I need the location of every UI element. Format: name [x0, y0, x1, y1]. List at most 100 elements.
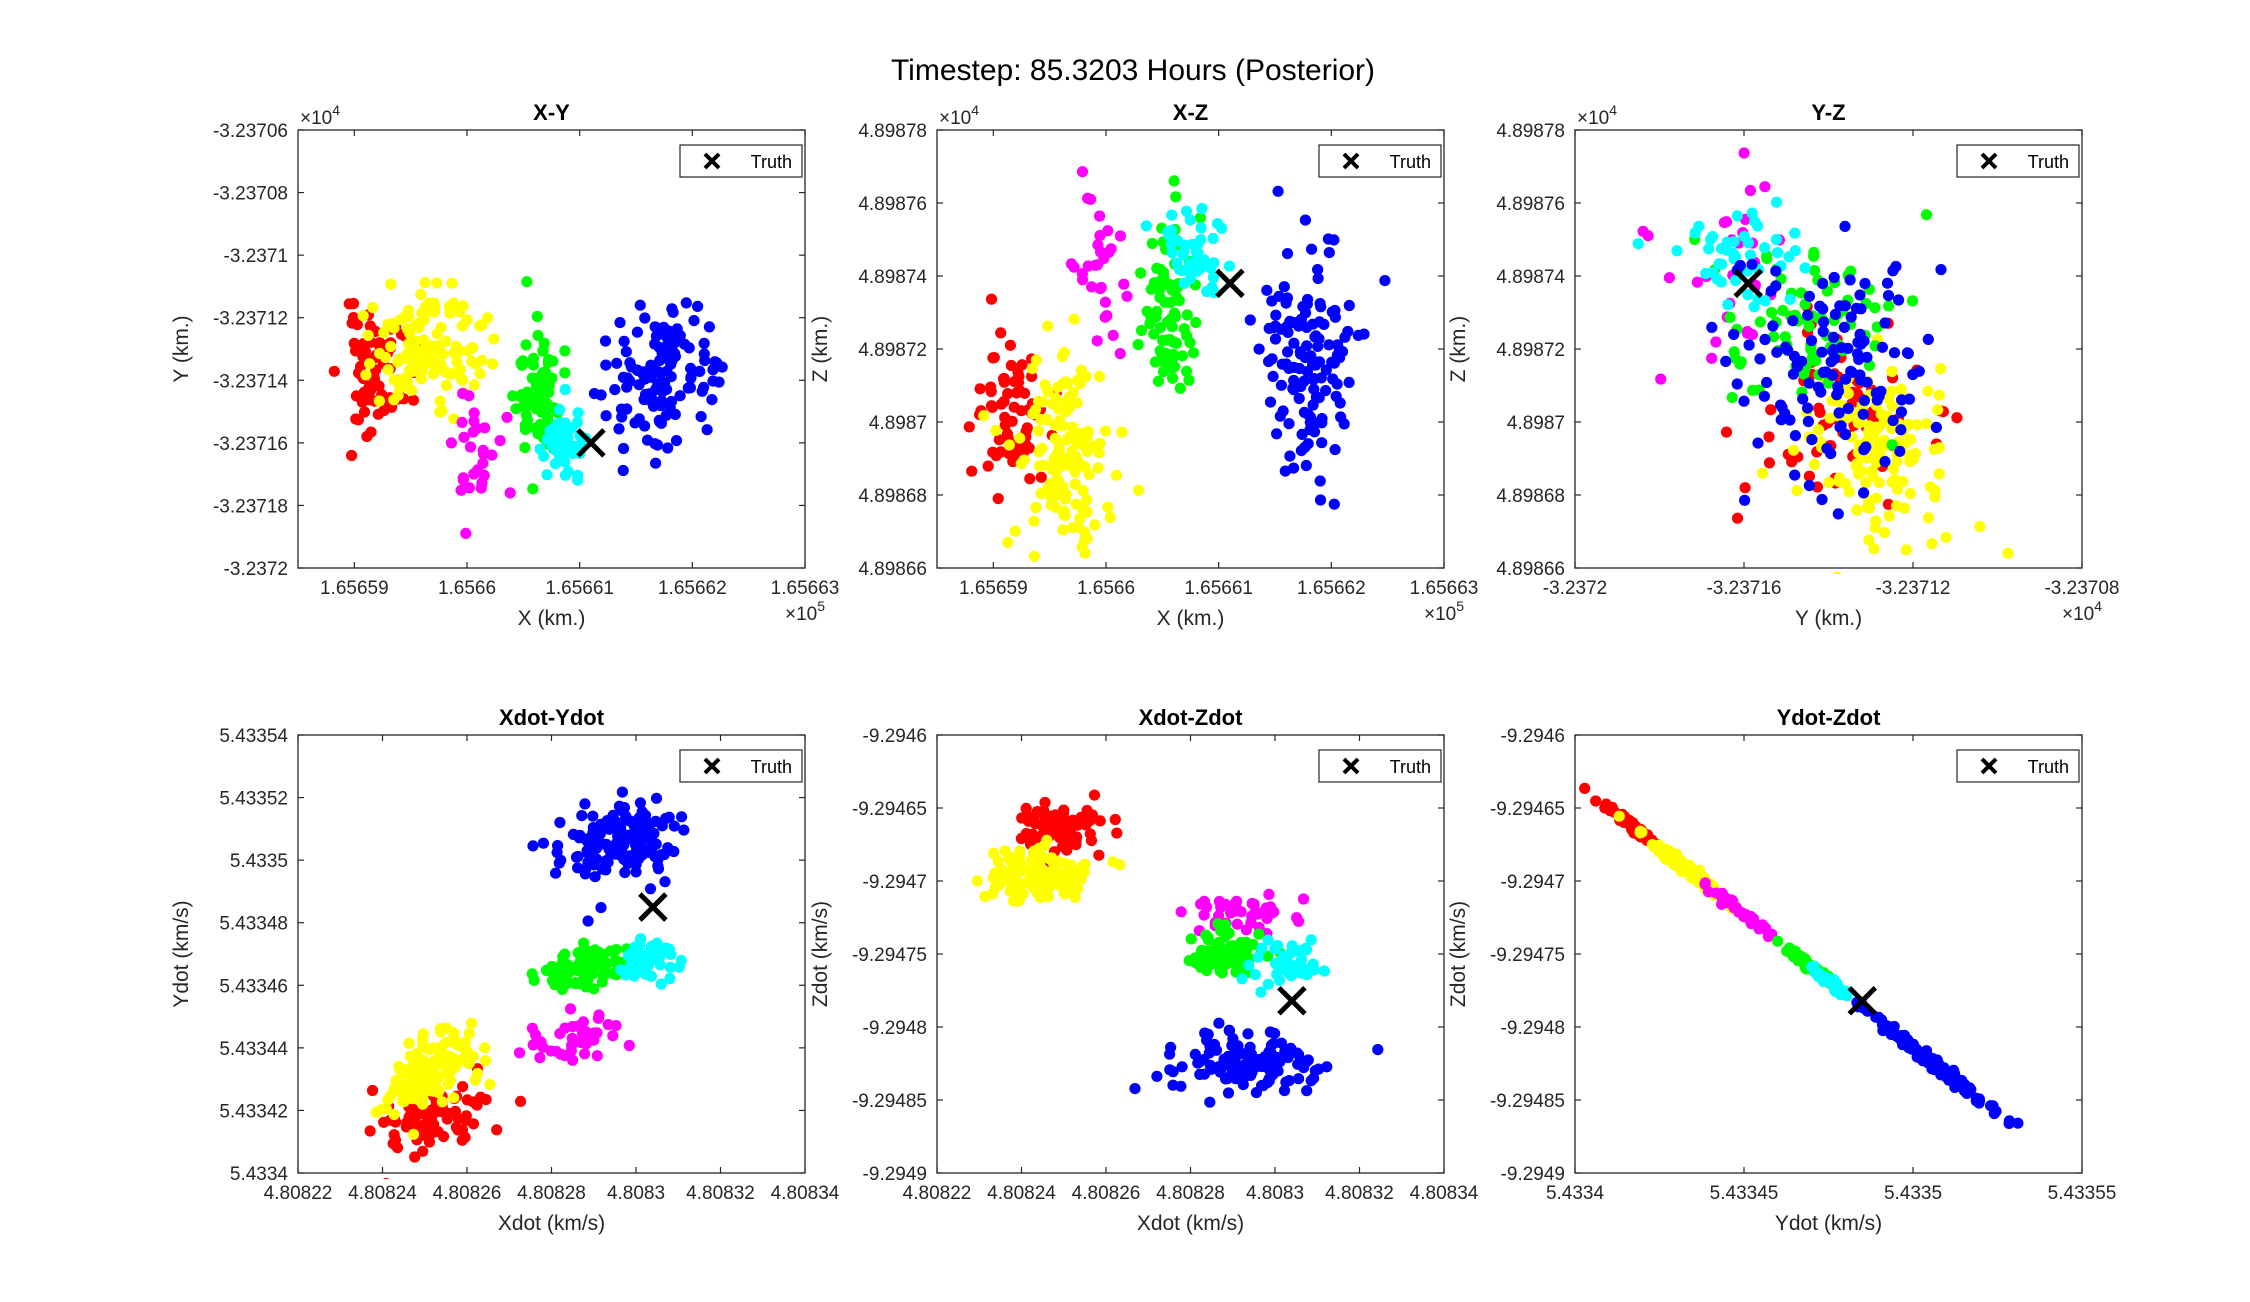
- data-point: [685, 362, 697, 374]
- data-point: [1306, 243, 1318, 255]
- data-point: [1869, 522, 1881, 534]
- data-point: [578, 937, 590, 949]
- data-point: [992, 855, 1004, 868]
- data-point: [1200, 929, 1212, 941]
- data-point: [1170, 191, 1182, 203]
- y-tick-label: -9.2946: [863, 726, 927, 747]
- data-point: [1817, 303, 1829, 315]
- data-point: [1863, 420, 1875, 432]
- axes-box: [297, 129, 806, 569]
- data-point: [1329, 444, 1341, 456]
- legend-box: [1956, 144, 2080, 178]
- data-point: [1223, 260, 1235, 272]
- panel-title: X-Y: [533, 100, 570, 125]
- data-point: [1093, 849, 1105, 861]
- x-tick-label: 4.80834: [771, 1183, 840, 1204]
- data-point: [527, 840, 539, 852]
- data-point: [1166, 209, 1178, 221]
- data-point: [1248, 898, 1260, 910]
- data-point: [388, 1108, 400, 1121]
- data-point: [450, 1121, 462, 1133]
- data-point: [1765, 404, 1777, 416]
- data-point: [432, 1072, 444, 1084]
- data-point: [1730, 902, 1742, 914]
- data-point: [1779, 331, 1791, 343]
- data-point: [457, 1081, 469, 1093]
- data-point: [655, 978, 667, 990]
- data-point: [1166, 321, 1178, 333]
- data-point: [635, 964, 647, 976]
- data-point: [1135, 267, 1147, 279]
- data-point: [1832, 385, 1845, 397]
- data-point: [670, 435, 683, 447]
- data-point: [668, 820, 680, 832]
- data-point: [986, 401, 999, 413]
- data-point: [603, 823, 615, 835]
- data-point: [1152, 375, 1165, 387]
- data-point: [378, 405, 390, 417]
- y-axis-label: Zdot (km/s): [809, 901, 832, 1007]
- data-point: [619, 866, 631, 879]
- data-point: [645, 359, 657, 371]
- data-point: [449, 1038, 461, 1050]
- data-point: [1083, 812, 1095, 824]
- y-tick-label: 5.4334: [230, 1164, 289, 1185]
- data-point: [1183, 374, 1195, 386]
- data-point: [1158, 271, 1170, 283]
- data-point: [652, 863, 665, 875]
- data-point: [1729, 274, 1741, 287]
- data-point: [1273, 290, 1285, 302]
- data-point: [457, 300, 469, 312]
- axes-box: [936, 734, 1445, 1174]
- data-point: [1922, 385, 1934, 397]
- data-point: [535, 395, 548, 408]
- data-point: [576, 954, 588, 967]
- series-yellow: [978, 313, 1145, 562]
- data-point: [1784, 414, 1796, 426]
- data-point: [554, 816, 566, 829]
- data-point: [1293, 1049, 1305, 1061]
- data-point: [1797, 393, 1809, 405]
- data-point: [1687, 866, 1699, 879]
- data-point: [614, 317, 626, 329]
- data-point: [978, 410, 990, 422]
- data-point: [407, 394, 420, 406]
- data-point: [378, 327, 390, 339]
- data-point: [1200, 901, 1213, 913]
- data-point: [1293, 362, 1306, 375]
- data-point: [1211, 218, 1224, 230]
- data-point: [1789, 430, 1801, 442]
- data-point: [1221, 1073, 1234, 1085]
- data-point: [410, 344, 422, 356]
- data-point: [1858, 487, 1870, 499]
- data-point: [1295, 445, 1307, 457]
- data-point: [1169, 311, 1182, 323]
- x-tick-label: 4.80824: [348, 1183, 417, 1204]
- data-point: [1785, 946, 1797, 958]
- data-point: [387, 1138, 399, 1150]
- data-point: [1223, 927, 1235, 939]
- series-blue: [1129, 1017, 1384, 1108]
- data-point: [479, 1042, 491, 1054]
- data-point: [486, 449, 498, 461]
- data-point: [966, 465, 978, 477]
- data-point: [1860, 452, 1872, 464]
- data-point: [479, 1055, 492, 1067]
- data-point: [1181, 330, 1193, 342]
- data-point: [1135, 324, 1148, 337]
- data-point: [374, 337, 386, 349]
- data-point: [516, 389, 528, 401]
- data-point: [448, 1092, 460, 1104]
- data-point: [1744, 249, 1757, 261]
- data-point: [1053, 438, 1065, 450]
- panel-title: Xdot-Ydot: [499, 705, 605, 730]
- data-point: [468, 379, 480, 391]
- data-point: [678, 824, 690, 836]
- series-magenta: [445, 387, 516, 540]
- data-point: [445, 1064, 457, 1077]
- data-point: [445, 437, 457, 449]
- series-blue: [527, 786, 690, 927]
- data-point: [1014, 845, 1026, 857]
- y-tick-label: 4.89866: [858, 559, 927, 580]
- data-point: [1816, 493, 1828, 506]
